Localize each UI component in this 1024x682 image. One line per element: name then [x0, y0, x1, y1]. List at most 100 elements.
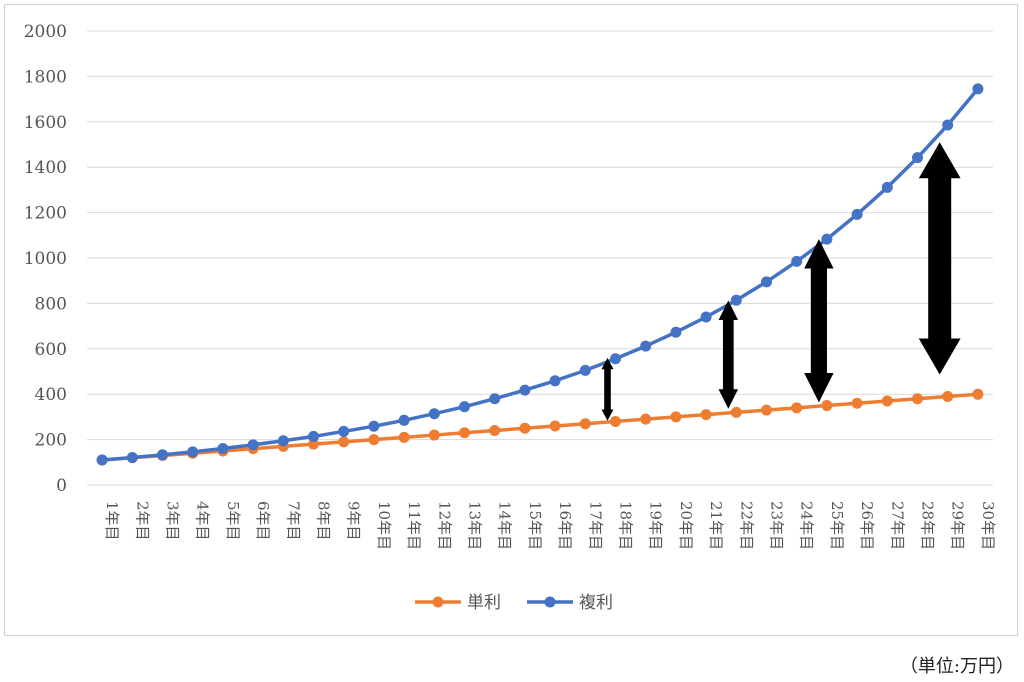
x-tick-label: 10年目: [375, 501, 393, 550]
x-tick-label: 8年目: [315, 501, 333, 541]
y-tick-label: 1600: [24, 113, 67, 133]
legend-marker: [544, 596, 556, 608]
x-tick-label: 30年目: [979, 501, 997, 550]
data-point: [187, 446, 199, 458]
x-tick-label: 9年目: [345, 501, 363, 541]
x-tick-label: 25年目: [828, 501, 846, 550]
x-tick-label: 19年目: [647, 501, 665, 550]
data-point: [519, 384, 531, 396]
data-point: [338, 436, 350, 448]
y-tick-label: 1000: [24, 249, 67, 269]
data-point: [821, 233, 833, 245]
x-tick-label: 16年目: [556, 501, 574, 550]
x-tick-label: 18年目: [617, 501, 635, 550]
x-tick-label: 12年目: [435, 501, 453, 550]
data-point: [821, 400, 833, 412]
difference-arrows: [601, 142, 961, 421]
data-point: [730, 294, 742, 306]
data-point: [700, 409, 712, 421]
x-tick-label: 1年目: [103, 501, 121, 541]
data-point: [912, 152, 923, 164]
y-tick-label: 1400: [24, 158, 67, 178]
legend-item-複利: 複利: [527, 593, 613, 613]
series-複利: [96, 83, 984, 466]
data-point: [428, 429, 440, 441]
data-point: [791, 255, 803, 267]
y-tick-label: 400: [35, 385, 67, 405]
data-point: [368, 420, 380, 432]
x-tick-label: 3年目: [164, 501, 182, 541]
data-point: [579, 418, 591, 430]
data-point: [942, 390, 954, 402]
data-point: [489, 393, 501, 405]
x-tick-label: 26年目: [858, 501, 876, 550]
x-tick-label: 23年目: [768, 501, 786, 550]
data-point: [126, 452, 138, 464]
x-tick-label: 22年目: [737, 501, 755, 550]
x-tick-label: 27年目: [888, 501, 906, 550]
data-point: [247, 439, 259, 451]
data-point: [549, 420, 561, 432]
data-point: [308, 430, 319, 442]
data-point: [912, 393, 923, 405]
data-point: [459, 427, 470, 439]
data-point: [398, 431, 410, 443]
y-tick-label: 600: [35, 340, 67, 360]
data-point: [791, 402, 803, 414]
data-point: [308, 438, 319, 450]
data-point: [459, 401, 470, 413]
x-tick-label: 4年目: [194, 501, 212, 541]
x-tick-label: 13年目: [466, 501, 484, 550]
data-point: [640, 413, 652, 425]
data-point: [972, 83, 984, 95]
y-tick-label: 2000: [24, 22, 67, 42]
double-arrow: [601, 357, 614, 421]
data-point: [428, 408, 440, 420]
data-point: [549, 375, 561, 387]
x-tick-label: 6年目: [254, 501, 272, 541]
legend-marker: [432, 596, 444, 608]
series-line: [101, 392, 979, 462]
series-単利: [96, 388, 984, 466]
series-lines: [96, 83, 984, 466]
data-point: [761, 276, 772, 288]
data-point: [881, 395, 893, 407]
data-point: [96, 454, 108, 466]
y-tick-label: 800: [35, 294, 67, 314]
x-tick-label: 17年目: [586, 501, 604, 550]
x-tick-label: 24年目: [798, 501, 816, 550]
legend: 単利 複利: [415, 593, 613, 613]
gridlines: [87, 30, 993, 486]
x-tick-label: 5年目: [224, 501, 242, 541]
x-tick-label: 11年目: [405, 501, 423, 550]
data-point: [730, 406, 742, 418]
data-point: [610, 415, 621, 427]
data-point: [942, 119, 954, 131]
x-tick-label: 28年目: [919, 501, 937, 550]
data-point: [157, 449, 168, 461]
data-point: [368, 434, 380, 446]
data-point: [277, 435, 289, 447]
y-tick-label: 200: [35, 431, 67, 451]
x-tick-label: 2年目: [133, 501, 151, 541]
line-chart: 0 200 400 600 800 1000 1200 1400 1600 1800 2000 1年…: [24, 22, 997, 613]
data-point: [670, 411, 682, 423]
x-axis-ticks: 1年目 2年目 3年目 4年目 5年目 6年目 7年目 8年目 9年目 10年目 11年目 12年目 1…: [103, 501, 997, 550]
x-tick-label: 7年目: [284, 501, 302, 541]
data-point: [398, 414, 410, 426]
y-tick-label: 1200: [24, 204, 67, 224]
y-tick-label: 0: [56, 476, 67, 496]
x-tick-label: 14年目: [496, 501, 514, 550]
data-point: [640, 340, 652, 352]
legend-item-単利: 単利: [415, 593, 501, 613]
y-tick-label: 1800: [24, 67, 67, 87]
data-point: [851, 397, 863, 409]
double-arrow: [804, 239, 834, 403]
chart-frame: 0 200 400 600 800 1000 1200 1400 1600 1800 2000 1年…: [4, 4, 1018, 636]
data-point: [972, 388, 984, 400]
x-tick-label: 29年目: [949, 501, 967, 550]
data-point: [610, 353, 621, 365]
data-point: [670, 326, 682, 338]
double-arrow: [918, 142, 961, 375]
legend-label: 複利: [579, 593, 613, 613]
